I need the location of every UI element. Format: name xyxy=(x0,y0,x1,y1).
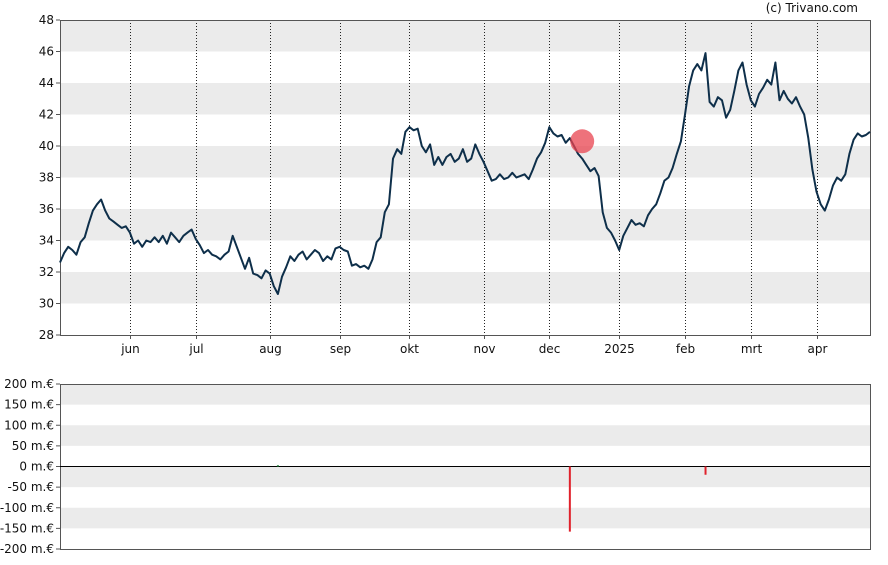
x-tick-label: feb xyxy=(676,342,695,356)
volume-y-tick-label: -150 m.€ xyxy=(0,521,54,535)
price-band xyxy=(60,20,870,52)
y-tick-label: 38 xyxy=(39,171,54,185)
y-tick-label: 32 xyxy=(39,265,54,279)
volume-y-tick-label: -100 m.€ xyxy=(0,501,54,515)
price-x-axis: jun jul aug sep okt nov dec 2025 feb mrt apr xyxy=(120,335,828,356)
price-band xyxy=(60,272,870,304)
volume-chart-frame xyxy=(60,384,871,550)
volume-bars xyxy=(276,465,707,532)
x-tick-label: okt xyxy=(400,342,419,356)
price-y-axis: 28 30 32 34 36 38 40 42 44 46 48 xyxy=(39,13,60,342)
price-band xyxy=(60,209,870,241)
volume-y-tick-label: 200 m.€ xyxy=(4,377,54,391)
x-tick-label: apr xyxy=(808,342,828,356)
credit-label: (c) Trivano.com xyxy=(765,1,858,15)
y-tick-label: 46 xyxy=(39,45,54,59)
volume-band xyxy=(60,425,870,446)
y-tick-label: 36 xyxy=(39,202,54,216)
volume-grid-bands xyxy=(60,384,870,529)
price-marker-dot xyxy=(570,129,595,154)
price-line xyxy=(59,52,871,295)
y-tick-label: 40 xyxy=(39,139,54,153)
volume-band xyxy=(60,466,870,488)
volume-y-tick-label: -200 m.€ xyxy=(0,542,54,556)
volume-y-tick-label: 150 m.€ xyxy=(4,398,54,412)
price-series xyxy=(59,52,871,295)
x-tick-label: jul xyxy=(188,342,203,356)
y-tick-label: 44 xyxy=(39,76,54,90)
y-tick-label: 30 xyxy=(39,297,54,311)
volume-band xyxy=(60,384,870,405)
x-tick-label: dec xyxy=(539,342,561,356)
volume-y-tick-label: 100 m.€ xyxy=(4,418,54,432)
price-frame xyxy=(60,20,871,336)
y-tick-label: 42 xyxy=(39,108,54,122)
x-tick-label: nov xyxy=(473,342,495,356)
volume-y-tick-label: 50 m.€ xyxy=(12,439,54,453)
y-tick-label: 28 xyxy=(39,328,54,342)
x-tick-label: jun xyxy=(120,342,140,356)
volume-band xyxy=(60,507,870,529)
price-band xyxy=(60,146,870,178)
x-tick-label: 2025 xyxy=(604,342,635,356)
price-chart-frame xyxy=(60,20,871,336)
x-tick-label: mrt xyxy=(741,342,763,356)
price-marker xyxy=(570,129,595,154)
volume-y-tick-label: 0 m.€ xyxy=(19,460,54,474)
volume-y-axis: 200 m.€ 150 m.€ 100 m.€ 50 m.€ 0 m.€ -50 m.€ -… xyxy=(0,377,60,556)
price-band xyxy=(60,83,870,115)
y-tick-label: 34 xyxy=(39,234,54,248)
y-tick-label: 48 xyxy=(39,13,54,27)
x-tick-label: sep xyxy=(330,342,351,356)
x-tick-label: aug xyxy=(259,342,282,356)
volume-y-tick-label: -50 m.€ xyxy=(7,480,54,494)
price-grid-bands xyxy=(60,20,870,304)
